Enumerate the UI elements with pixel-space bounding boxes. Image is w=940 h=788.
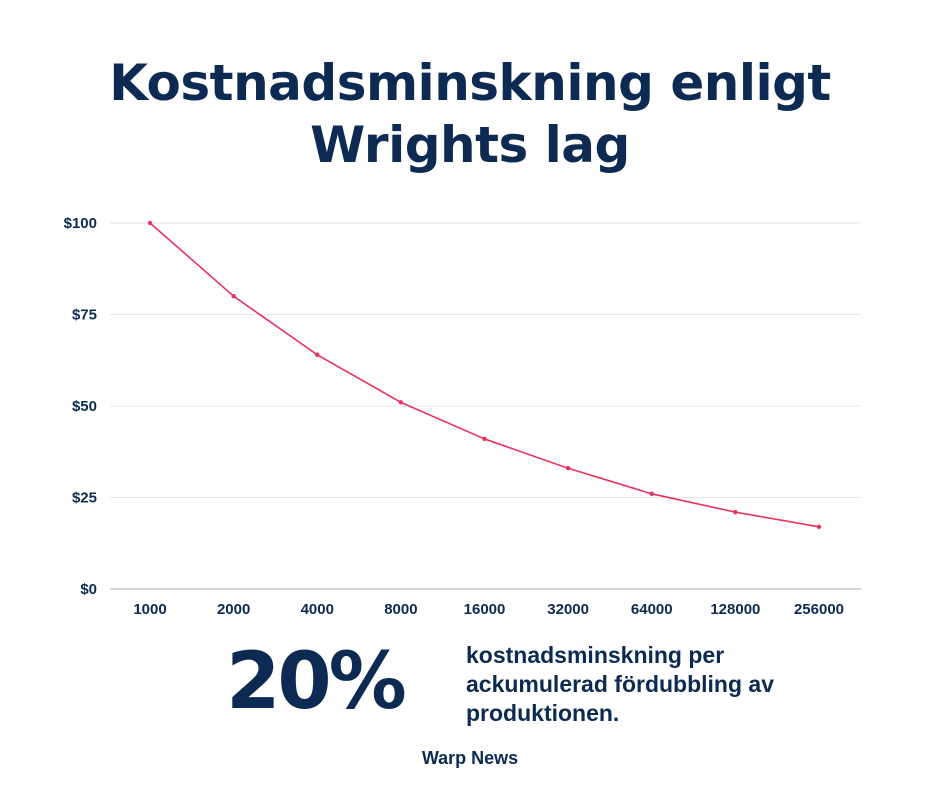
data-point <box>816 524 822 529</box>
y-axis-ticks: $0 $25 $50 $75 $100 <box>64 215 97 598</box>
y-tick-label: $0 <box>80 581 97 598</box>
series-layer <box>147 220 822 529</box>
data-point <box>398 400 404 405</box>
y-tick-label: $100 <box>64 215 97 232</box>
x-tick-label: 8000 <box>384 601 417 618</box>
y-tick-label: $50 <box>72 398 97 415</box>
x-tick-label: 64000 <box>631 601 673 618</box>
line-chart: $0 $25 $50 $75 $100 1000 2000 4000 8000 16000 320… <box>64 215 861 618</box>
stat-description-line-3: produktionen. <box>466 700 620 726</box>
data-point <box>733 509 738 515</box>
grid-lines <box>110 222 861 590</box>
source-credit: Warp News <box>421 748 519 768</box>
x-tick-label: 2000 <box>217 601 250 618</box>
x-axis-ticks: 1000 2000 4000 8000 16000 32000 64000 128000 256… <box>133 601 844 618</box>
data-point <box>231 294 236 299</box>
stat-description: kostnadsminskning per ackumulerad fördub… <box>466 641 886 728</box>
x-tick-label: 1000 <box>133 601 166 618</box>
x-tick-label: 128000 <box>710 601 760 618</box>
stat-description-line-1: kostnadsminskning per <box>466 642 725 668</box>
x-tick-label: 32000 <box>547 601 589 618</box>
x-tick-label: 4000 <box>301 601 334 618</box>
stat-value: 20% <box>226 637 407 727</box>
y-tick-label: $75 <box>72 307 97 324</box>
chart-title-line-2: Wrights lag <box>310 116 630 174</box>
data-point <box>565 466 571 471</box>
data-point <box>649 491 654 497</box>
x-tick-label: 256000 <box>794 601 844 618</box>
y-tick-label: $25 <box>72 490 97 507</box>
series-line <box>149 222 820 528</box>
data-point <box>482 436 487 442</box>
data-point <box>315 352 320 357</box>
stat-description-line-2: ackumulerad fördubbling av <box>466 671 774 697</box>
data-point <box>147 220 153 226</box>
chart-title: Kostnadsminskning enligt Wrights lag <box>70 52 870 176</box>
x-tick-label: 16000 <box>464 601 506 618</box>
chart-title-line-1: Kostnadsminskning enligt <box>109 54 831 112</box>
